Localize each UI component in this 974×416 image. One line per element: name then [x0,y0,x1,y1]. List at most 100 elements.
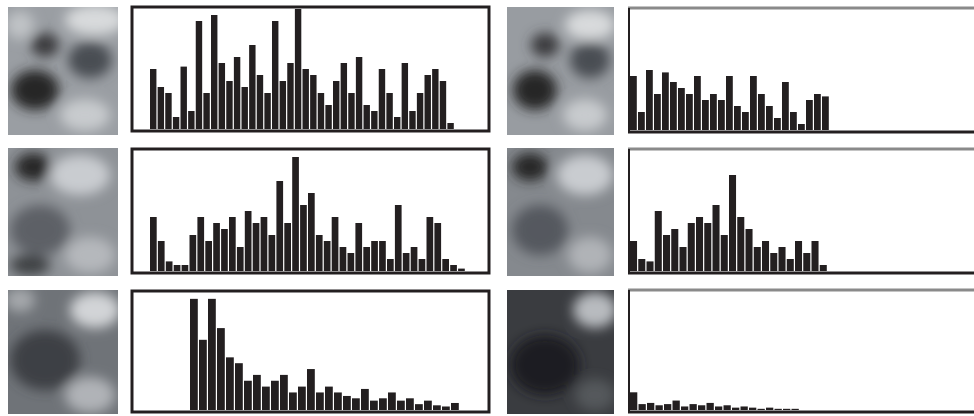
histogram-bar [822,96,829,130]
histogram-bar [787,259,794,271]
histogram-bar [803,253,810,271]
histogram-bar [158,241,165,271]
histogram-bar [690,404,697,410]
histogram-bar [303,69,309,129]
histogram-bar [433,405,441,410]
texture-patch [8,148,118,276]
histogram-bar [158,87,164,129]
histogram-bar [271,381,279,410]
histogram-bar [395,205,402,271]
histogram-bar [371,241,378,271]
histogram-bar [655,211,662,271]
histogram-bar [766,408,773,410]
histogram-bar [284,223,291,271]
histogram-bar [363,247,370,271]
histogram-bar [458,269,465,271]
histogram-bar [702,100,709,130]
histogram-bar [792,409,799,410]
histogram-bar [356,57,362,129]
histogram-bar [664,404,671,410]
histogram-bar [371,111,377,129]
histogram-bar [419,259,426,271]
histogram-bar [806,100,813,130]
histogram-bar [710,94,717,130]
histogram-bar [432,69,438,129]
histogram-bar [770,253,777,271]
histogram-bar [656,405,663,410]
histogram-bar [199,340,207,410]
histogram-bar [300,205,307,271]
histogram-bar [671,229,678,271]
histogram-bar [280,81,286,129]
histogram-bar [379,69,385,129]
histogram-bar [732,408,739,410]
histogram-bar [766,106,773,130]
histogram-bar [165,93,171,129]
histogram-bar [379,398,387,410]
histogram-bar [181,67,187,129]
histogram-bar [718,100,725,130]
histogram-bar [662,72,669,130]
histogram-bar [713,205,720,271]
texture-patch [507,290,617,414]
histogram-bar [325,387,333,410]
histogram-bar [361,389,369,410]
histogram-bar [229,217,236,271]
histogram-bar [704,223,711,271]
histogram-bar [406,398,414,410]
histogram-bar [196,21,202,129]
histogram-bar [812,241,819,271]
histogram-bar [715,406,722,410]
histogram-bar [746,229,753,271]
histogram-bar [208,299,216,410]
histogram-bar [434,223,441,271]
histogram-bar [403,253,410,271]
histogram-bar [686,94,693,130]
histogram-bar [341,63,347,129]
histogram-bar [639,404,646,410]
histogram-bar [707,403,714,410]
histogram-bar [694,76,701,130]
histogram-bar [262,387,270,410]
histogram-bar [280,375,288,410]
histogram-bar [213,223,220,271]
histogram-bar [678,88,685,130]
histogram-bar [150,69,156,129]
histogram-bar [226,357,234,410]
texture-patch [507,7,615,135]
histogram-bar [726,76,733,130]
histogram-bar [308,193,315,271]
histogram-bar [724,405,731,410]
histogram-bar [729,175,736,271]
histogram-bar [188,111,194,129]
histogram-bar [235,363,243,410]
histogram-bar [647,403,654,410]
histogram-bar [798,124,805,130]
histogram-bar [332,217,339,271]
histogram-bar [754,247,761,271]
histogram-bar [442,406,450,410]
histogram-bar [174,265,181,271]
histogram-bar [696,217,703,271]
texture-patch [6,5,125,135]
histogram-bar [409,111,415,129]
histogram-bar [257,75,263,129]
histogram-bar [340,247,347,271]
histogram-bar [197,217,204,271]
histogram-bar [245,211,252,271]
histogram-bar [249,45,255,129]
histogram-bar [680,247,687,271]
histogram-bar [364,105,370,129]
histogram-bar [663,235,670,271]
histogram-bar [242,87,248,129]
histogram-bar [630,392,637,410]
histogram-bar [348,253,355,271]
histogram-bar [182,265,189,271]
histogram-bar [253,375,261,410]
texture-patch [507,148,614,276]
histogram-bar [310,75,316,129]
histogram-bar [688,223,695,271]
histogram-bar [261,217,268,271]
histogram-bar [211,15,217,129]
histogram-bar [307,369,315,410]
